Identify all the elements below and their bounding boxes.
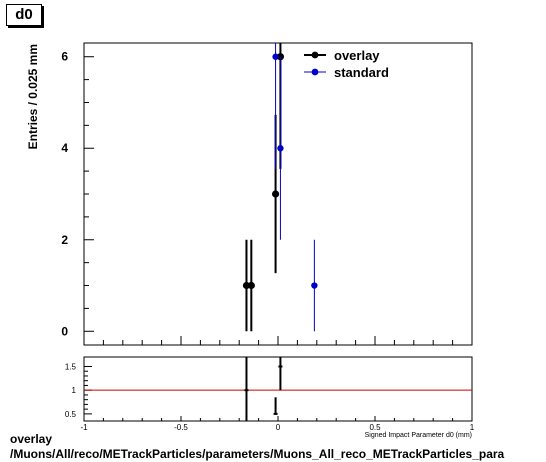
legend-marker-overlay: [311, 51, 319, 59]
data-point-overlay: [247, 281, 255, 290]
legend-label-standard: standard: [334, 65, 389, 80]
data-point-standard: [272, 53, 279, 60]
x-axis-title: Signed Impact Parameter d0 (mm): [365, 432, 472, 439]
x-tick-label: 0.5: [369, 423, 381, 432]
x-tick-label: 1: [470, 423, 475, 432]
footer-overlay-label: overlay: [10, 432, 53, 446]
data-point-overlay: [271, 190, 280, 198]
y-tick-label: 2: [61, 233, 68, 247]
legend-marker-standard: [311, 68, 319, 76]
y-tick-label: 0: [61, 324, 68, 338]
footer-path-label: /Muons/All/reco/METrackParticles/paramet…: [10, 447, 505, 461]
legend-label-overlay: overlay: [334, 48, 380, 63]
y-axis-title: Entries / 0.025 mm: [26, 44, 40, 149]
ratio-y-tick-label: 1.5: [65, 362, 77, 371]
y-tick-label: 4: [61, 141, 68, 155]
x-tick-label: -0.5: [174, 423, 188, 432]
ratio-y-tick-label: 1: [72, 386, 77, 395]
x-tick-label: -1: [80, 423, 88, 432]
data-point-standard: [311, 282, 318, 289]
data-point-standard: [277, 145, 284, 152]
ratio-plot-frame: [83, 356, 473, 422]
chart-title: d0: [6, 4, 42, 26]
x-tick-label: 0: [276, 423, 281, 432]
ratio-y-tick-label: 0.5: [65, 410, 77, 419]
y-tick-label: 6: [61, 50, 68, 64]
